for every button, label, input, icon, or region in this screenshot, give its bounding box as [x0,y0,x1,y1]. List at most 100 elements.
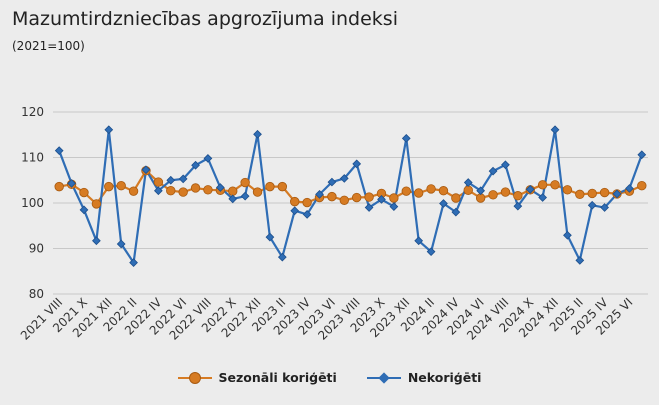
chart-legend: Sezonāli koriģēti Nekoriģēti [0,370,659,385]
data-point-seasonal [302,197,312,208]
chart-subtitle: (2021=100) [12,39,85,53]
data-point-unadjusted [600,203,609,212]
data-point-seasonal [637,181,647,191]
data-point-seasonal [463,185,473,195]
data-point-unadjusted [302,210,312,219]
data-point-seasonal [228,186,238,196]
data-point-unadjusted [637,150,647,160]
data-point-unadjusted [426,247,436,257]
data-point-seasonal [401,186,411,196]
data-point-seasonal [587,188,597,199]
data-point-seasonal [364,192,374,202]
data-point-seasonal [54,181,64,192]
data-point-unadjusted [377,194,386,204]
data-point-unadjusted [414,236,424,246]
data-point-unadjusted [401,134,411,143]
data-point-unadjusted [476,186,486,196]
data-point-unadjusted [153,186,163,196]
data-point-unadjusted [327,177,337,187]
data-point-seasonal [252,187,263,197]
data-point-seasonal [575,189,585,200]
data-point-unadjusted [191,160,200,170]
y-tick-label: 120 [21,105,44,119]
data-point-seasonal [413,188,424,198]
y-tick-label: 80 [29,287,44,301]
data-point-unadjusted [116,239,126,249]
data-point-unadjusted [290,206,300,216]
data-point-seasonal [128,186,139,196]
data-point-unadjusted [141,165,151,175]
data-point-unadjusted [253,129,262,139]
data-point-seasonal [351,192,362,203]
data-point-unadjusted [92,236,101,246]
data-point-unadjusted [54,146,64,156]
data-point-seasonal [500,187,511,197]
data-point-unadjusted [352,159,362,169]
data-point-unadjusted [277,252,287,262]
data-point-unadjusted [389,202,399,212]
data-point-unadjusted [501,160,510,170]
data-point-seasonal [203,185,213,195]
legend-item-unadjusted[interactable]: Nekoriģēti [366,370,482,385]
data-point-seasonal [178,187,188,197]
data-point-unadjusted [513,201,523,211]
data-point-seasonal [290,196,300,207]
data-point-seasonal [153,177,164,187]
data-point-unadjusted [203,154,213,163]
data-point-unadjusted [166,175,176,185]
data-point-seasonal [166,186,176,196]
data-point-unadjusted [240,191,250,201]
data-point-unadjusted [265,232,275,242]
data-point-seasonal [339,195,350,205]
data-point-seasonal [488,190,498,200]
data-point-unadjusted [612,189,622,199]
series-line-unadjusted [58,128,643,264]
data-point-unadjusted [315,189,324,199]
data-point-seasonal [190,183,201,193]
data-point-unadjusted [178,174,188,184]
data-point-unadjusted [451,207,461,217]
data-point-unadjusted [587,200,597,210]
data-point-unadjusted [215,183,225,192]
data-point-unadjusted [463,178,473,187]
data-point-seasonal [327,191,337,202]
data-point-seasonal [116,181,126,191]
data-point-seasonal [426,184,436,194]
data-point-seasonal [537,180,548,190]
chart-title: Mazumtirdzniecības apgrozījuma indeksi [12,8,398,30]
y-tick-label: 110 [21,151,44,165]
data-point-seasonal [550,180,560,190]
legend-label-seasonal: Sezonāli koriģēti [218,370,337,385]
y-tick-label: 100 [21,196,44,210]
data-point-seasonal [79,187,89,198]
data-point-seasonal [389,193,399,203]
data-point-unadjusted [228,194,238,204]
legend-swatch-seasonal [177,371,212,384]
data-point-unadjusted [129,258,138,267]
data-point-unadjusted [364,203,374,212]
data-point-seasonal [265,181,275,192]
data-point-unadjusted [525,184,535,194]
data-point-unadjusted [563,230,572,240]
data-point-unadjusted [439,199,448,208]
data-point-unadjusted [339,174,349,183]
data-point-unadjusted [488,166,498,176]
legend-label-unadjusted: Nekoriģēti [407,370,482,385]
data-point-seasonal [451,193,461,203]
data-point-seasonal [438,186,449,196]
data-point-seasonal [599,187,610,198]
legend-item-seasonal[interactable]: Sezonāli koriģēti [177,370,337,385]
data-point-seasonal [562,185,573,195]
data-point-seasonal [240,177,250,188]
data-point-unadjusted [67,179,76,188]
y-tick-label: 90 [29,242,44,256]
data-point-unadjusted [625,184,634,193]
data-point-unadjusted [550,125,560,135]
data-point-seasonal [104,181,114,192]
data-point-unadjusted [575,255,585,265]
data-point-seasonal [91,199,102,209]
data-point-unadjusted [538,193,548,202]
data-point-seasonal [277,181,288,192]
data-point-seasonal [513,191,523,201]
